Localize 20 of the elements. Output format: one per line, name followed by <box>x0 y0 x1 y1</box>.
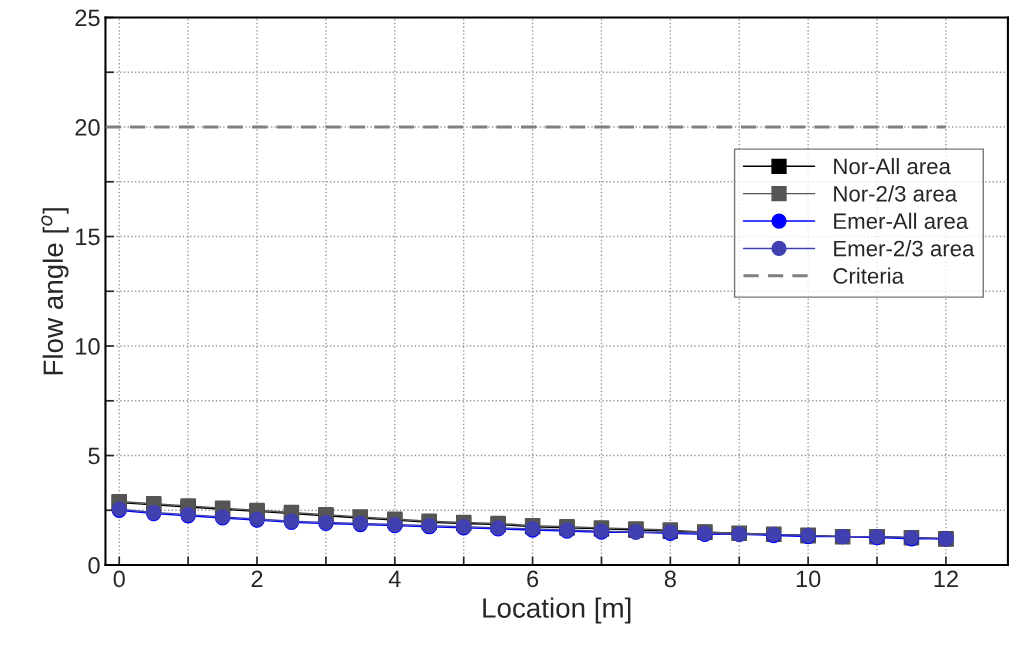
x-tick-label: 8 <box>664 570 676 588</box>
x-tick-label: 10 <box>796 570 821 588</box>
y-tick-label: 10 <box>76 338 100 355</box>
legend-label: Emer-2/3 area <box>834 240 975 257</box>
y-axis-title: Flow angle [$^{o}$] <box>41 208 69 375</box>
y-tick-label: 20 <box>75 119 100 136</box>
x-tick-label: 4 <box>388 570 401 588</box>
x-tick-label: 12 <box>934 570 958 588</box>
x-tick-label: 0 <box>113 570 125 588</box>
x-axis-title: Location [m] <box>483 597 631 624</box>
legend-label: Criteria <box>833 267 904 284</box>
y-tick-label: 15 <box>76 228 100 246</box>
legend-label: Nor-2/3 area <box>834 185 958 202</box>
y-tick-label: 0 <box>88 557 100 574</box>
legend-label: Nor-All area <box>834 157 951 175</box>
x-tick-label: 2 <box>251 570 263 588</box>
y-tick-label: 25 <box>75 9 100 27</box>
legend-label: Emer-All area <box>834 212 969 230</box>
x-tick-label: 6 <box>527 570 539 588</box>
y-tick-label: 5 <box>88 447 100 465</box>
